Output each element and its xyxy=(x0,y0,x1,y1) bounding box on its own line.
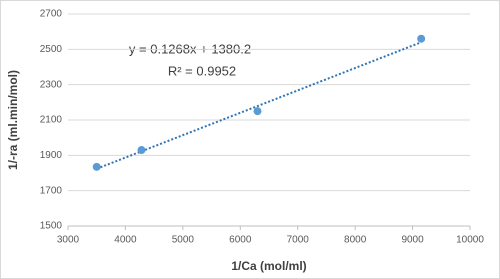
point xyxy=(253,107,262,116)
r-squared: R² = 0.9952 xyxy=(168,63,236,78)
x-tick-label: 3000 xyxy=(57,235,80,246)
x-tick-label: 6000 xyxy=(229,235,252,246)
x-tick-label: 4000 xyxy=(114,235,137,246)
point xyxy=(417,34,426,43)
y-tick-label: 2300 xyxy=(40,79,63,90)
y-tick-label: 2700 xyxy=(40,9,63,20)
point xyxy=(137,146,146,155)
x-tick-label: 10000 xyxy=(456,235,484,246)
y-tick-label: 1700 xyxy=(40,185,63,196)
x-axis-title: 1/Ca (mol/ml) xyxy=(231,259,306,273)
x-tick-label: 5000 xyxy=(172,235,195,246)
x-tick-label: 8000 xyxy=(344,235,367,246)
y-tick-label: 1900 xyxy=(40,150,63,161)
x-tick-label: 9000 xyxy=(401,235,424,246)
x-tick-label: 7000 xyxy=(287,235,310,246)
y-axis-title: 1/-ra (ml.min/mol) xyxy=(6,70,20,170)
y-tick-label: 1500 xyxy=(40,221,63,232)
y-tick-label: 2100 xyxy=(40,115,63,126)
point xyxy=(92,162,101,171)
y-tick-label: 2500 xyxy=(40,44,63,55)
